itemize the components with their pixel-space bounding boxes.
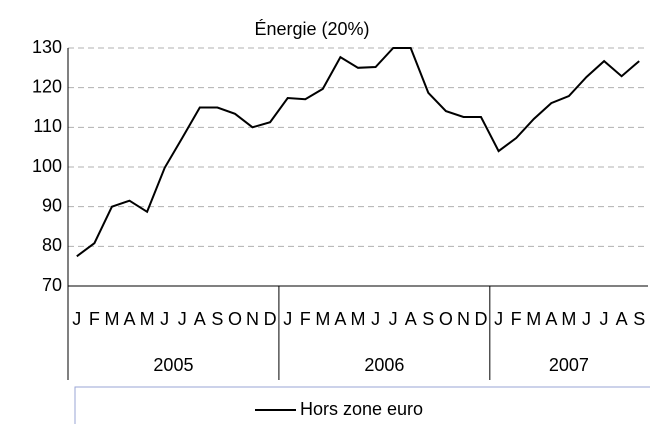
- x-tick-label: J: [494, 309, 503, 329]
- x-tick-label: M: [140, 309, 155, 329]
- group-label: 2006: [364, 355, 404, 375]
- chart-title: Énergie (20%): [254, 19, 369, 39]
- x-tick-label: J: [600, 309, 609, 329]
- x-tick-label: S: [422, 309, 434, 329]
- y-tick-label: 80: [42, 235, 62, 255]
- x-tick-label: J: [160, 309, 169, 329]
- x-tick-label: J: [389, 309, 398, 329]
- x-tick-label: M: [315, 309, 330, 329]
- x-tick-label: M: [351, 309, 366, 329]
- x-tick-label: A: [405, 309, 417, 329]
- x-tick-label: J: [371, 309, 380, 329]
- group-label: 2005: [153, 355, 193, 375]
- x-tick-label: D: [475, 309, 488, 329]
- x-tick-label: A: [124, 309, 136, 329]
- legend-label: Hors zone euro: [300, 399, 423, 419]
- x-tick-label: F: [511, 309, 522, 329]
- x-tick-label: N: [457, 309, 470, 329]
- x-tick-label: M: [526, 309, 541, 329]
- x-tick-label: A: [545, 309, 557, 329]
- y-tick-label: 110: [33, 116, 62, 136]
- x-tick-label: J: [72, 309, 81, 329]
- x-tick-label: D: [264, 309, 277, 329]
- line-series: [76, 47, 640, 258]
- x-tick-label: O: [228, 309, 242, 329]
- x-tick-label: M: [561, 309, 576, 329]
- legend-box: [74, 386, 650, 424]
- y-tick-label: 120: [32, 76, 62, 96]
- x-tick-label: S: [633, 309, 645, 329]
- x-tick-label: J: [178, 309, 187, 329]
- x-tick-label: S: [211, 309, 223, 329]
- y-tick-label: 70: [42, 275, 62, 295]
- x-tick-label: M: [104, 309, 119, 329]
- x-tick-label: F: [89, 309, 100, 329]
- x-tick-label: O: [439, 309, 453, 329]
- x-tick-label: A: [334, 309, 346, 329]
- x-tick-label: A: [616, 309, 628, 329]
- x-tick-label: N: [246, 309, 259, 329]
- x-tick-label: J: [582, 309, 591, 329]
- y-tick-label: 90: [42, 195, 62, 215]
- x-tick-label: A: [194, 309, 206, 329]
- group-label: 2007: [549, 355, 589, 375]
- x-tick-label: F: [300, 309, 311, 329]
- y-tick-label: 130: [32, 37, 62, 57]
- x-tick-label: J: [283, 309, 292, 329]
- y-tick-label: 100: [32, 156, 62, 176]
